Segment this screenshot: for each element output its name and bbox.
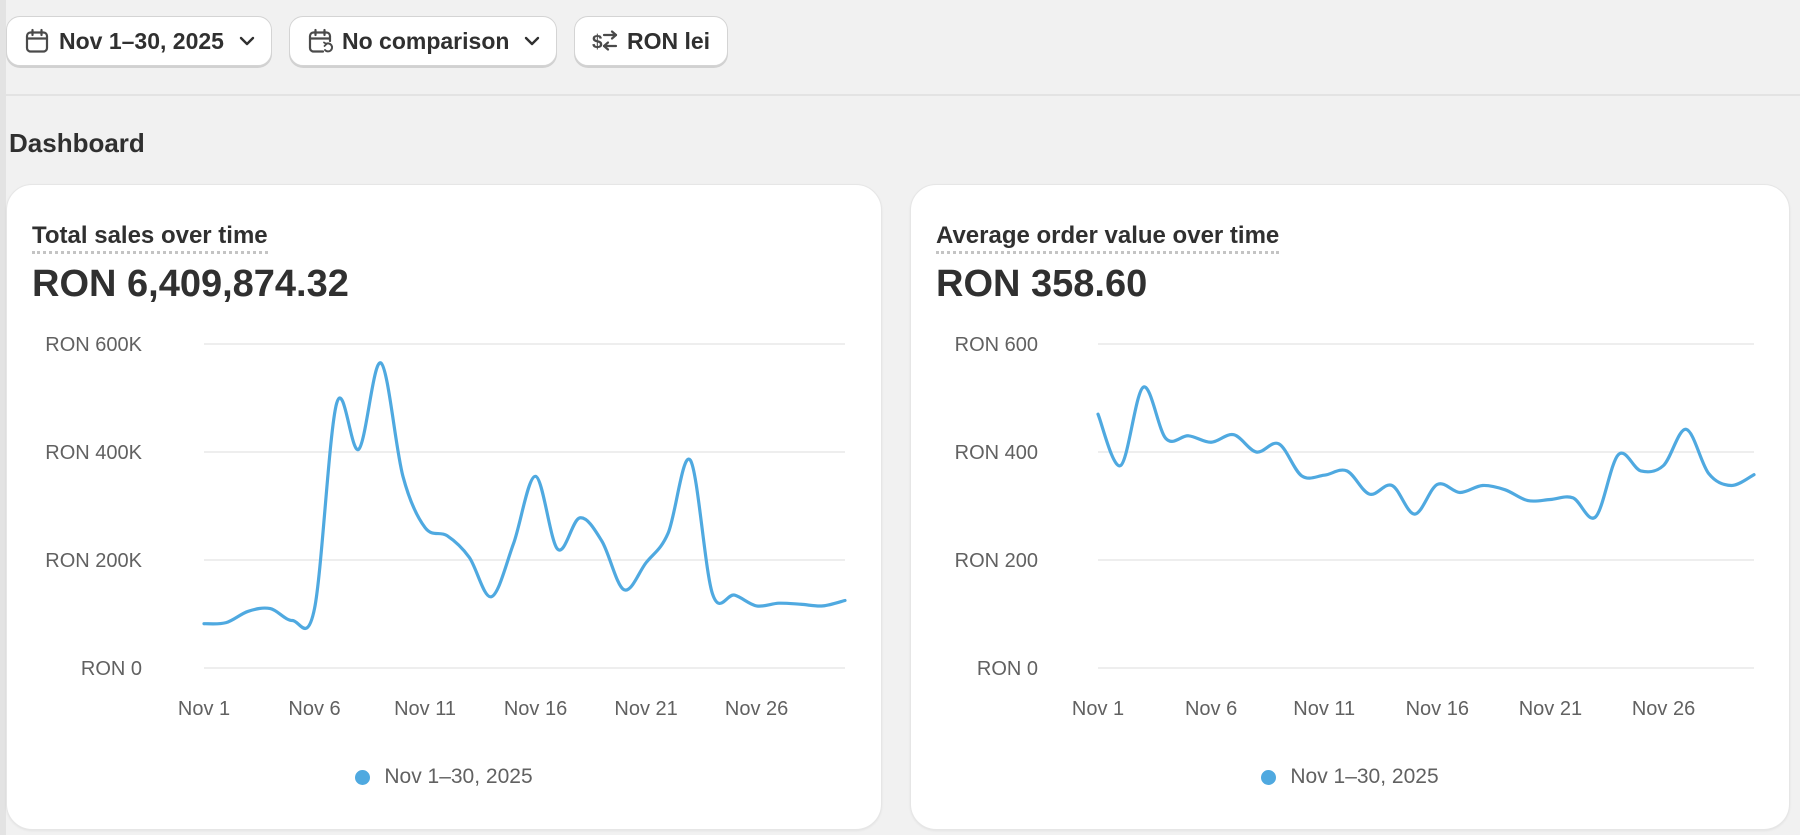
- x-tick-label: Nov 21: [1519, 698, 1582, 720]
- x-tick-label: Nov 1: [178, 698, 230, 720]
- dashboard-title: Dashboard: [9, 128, 145, 158]
- average-order-value-value: RON 358.60: [936, 263, 1148, 305]
- date-range-label: Nov 1–30, 2025: [59, 27, 224, 54]
- y-tick-label: RON 200K: [45, 550, 142, 572]
- currency-button[interactable]: $ RON lei: [574, 16, 728, 66]
- x-tick-label: Nov 11: [1293, 698, 1355, 720]
- chart-legend: Nov 1–30, 2025: [7, 765, 881, 789]
- series-line: [1096, 385, 1756, 520]
- x-tick-label: Nov 26: [1632, 698, 1695, 720]
- y-tick-label: RON 0: [977, 658, 1038, 680]
- total-sales-card[interactable]: Total sales over time RON 6,409,874.32 R…: [6, 184, 882, 830]
- x-tick-label: Nov 11: [394, 698, 456, 720]
- calendar-icon: [23, 27, 51, 55]
- y-tick-label: RON 0: [81, 658, 142, 680]
- left-edge-border: [0, 0, 6, 835]
- calendar-compare-icon: [306, 27, 334, 55]
- x-tick-label: Nov 26: [725, 698, 788, 720]
- y-tick-label: RON 600K: [45, 334, 142, 356]
- date-range-button[interactable]: Nov 1–30, 2025: [6, 16, 272, 66]
- x-tick-label: Nov 1: [1072, 698, 1124, 720]
- x-tick-label: Nov 16: [504, 698, 567, 720]
- series-line: [202, 361, 847, 631]
- y-tick-label: RON 600: [955, 334, 1038, 356]
- average-order-value-card[interactable]: Average order value over time RON 358.60…: [910, 184, 1790, 830]
- average-order-value-chart: RON 600 RON 400 RON 200 RON 0 Nov 1 Nov 6 Nov …: [955, 334, 1756, 720]
- y-tick-label: RON 400: [955, 442, 1038, 464]
- y-tick-label: RON 200: [955, 550, 1038, 572]
- total-sales-title[interactable]: Total sales over time: [32, 222, 268, 254]
- svg-text:$: $: [592, 32, 603, 53]
- filter-toolbar: Nov 1–30, 2025 No comparison $ RON lei: [0, 0, 1800, 96]
- x-tick-label: Nov 21: [614, 698, 677, 720]
- chart-legend: Nov 1–30, 2025: [911, 765, 1789, 789]
- legend-dot: [355, 769, 371, 785]
- legend-label: Nov 1–30, 2025: [384, 765, 533, 788]
- chevron-down-icon: [236, 30, 258, 52]
- total-sales-value: RON 6,409,874.32: [32, 263, 349, 305]
- x-tick-label: Nov 16: [1406, 698, 1469, 720]
- average-order-value-title[interactable]: Average order value over time: [936, 222, 1280, 254]
- currency-label: RON lei: [627, 27, 711, 54]
- total-sales-chart: RON 600K RON 400K RON 200K RON 0 Nov 1 Nov 6 N…: [45, 334, 847, 720]
- x-tick-label: Nov 6: [1185, 698, 1237, 720]
- legend-label: Nov 1–30, 2025: [1290, 765, 1439, 788]
- comparison-label: No comparison: [342, 27, 510, 54]
- chevron-down-icon: [521, 30, 543, 52]
- comparison-button[interactable]: No comparison: [289, 16, 557, 66]
- currency-exchange-icon: $: [591, 27, 619, 55]
- x-tick-label: Nov 6: [288, 698, 340, 720]
- legend-dot: [1261, 769, 1277, 785]
- y-tick-label: RON 400K: [45, 442, 142, 464]
